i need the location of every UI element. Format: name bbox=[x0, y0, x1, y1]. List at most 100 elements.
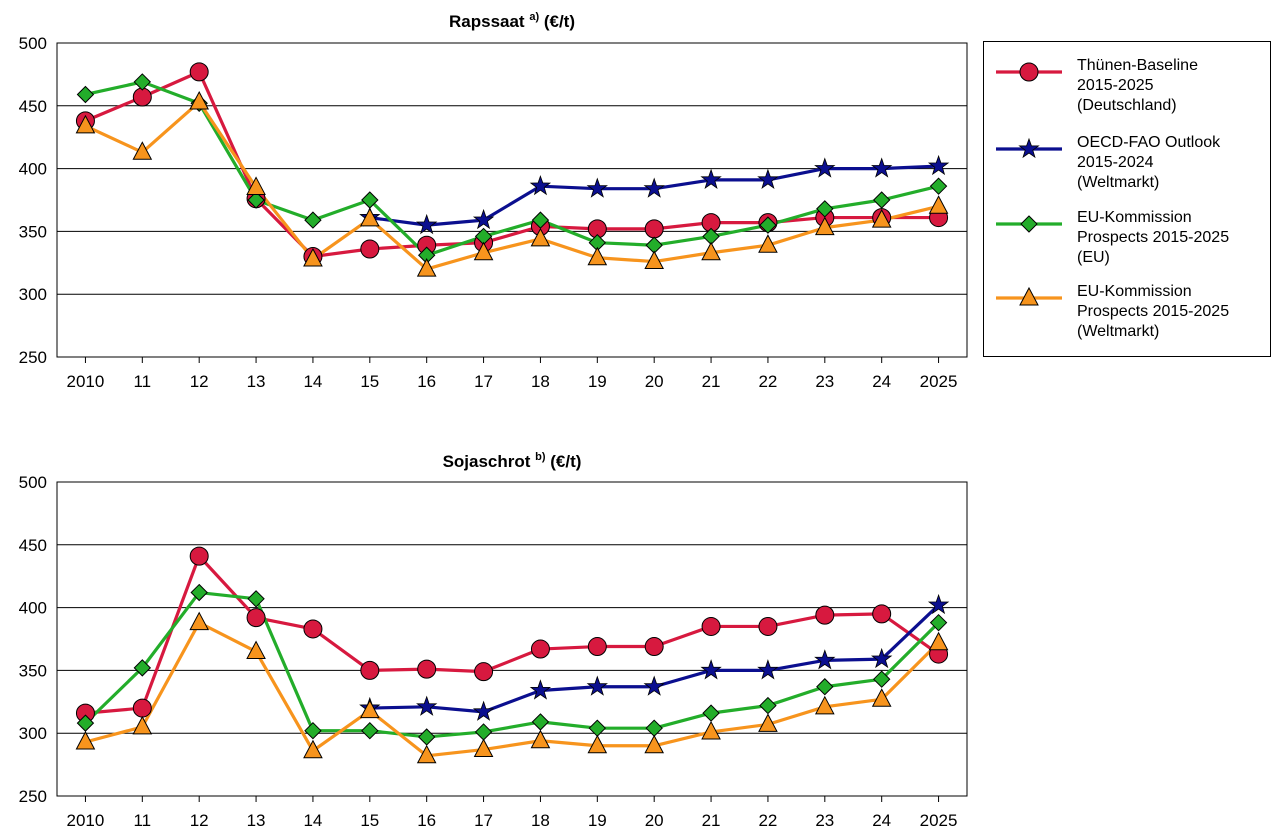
series-markers-4 bbox=[75, 90, 949, 277]
x-tick-label: 23 bbox=[815, 372, 834, 391]
data-point bbox=[588, 719, 607, 737]
data-point bbox=[759, 696, 777, 715]
x-tick-label: 22 bbox=[758, 811, 777, 830]
chart-title-sup: b) bbox=[535, 451, 546, 463]
series-1 bbox=[85, 554, 940, 715]
data-point bbox=[474, 723, 493, 741]
x-tick-label: 2010 bbox=[67, 811, 105, 830]
x-tick-label: 21 bbox=[702, 811, 721, 830]
data-point bbox=[132, 141, 153, 160]
series-markers-3 bbox=[76, 583, 948, 746]
x-tick-label: 12 bbox=[190, 372, 209, 391]
legend-marker bbox=[1019, 62, 1039, 82]
data-point bbox=[472, 700, 495, 721]
data-point bbox=[246, 640, 266, 660]
y-tick-label: 400 bbox=[19, 599, 47, 618]
data-point bbox=[702, 704, 720, 722]
data-point bbox=[76, 85, 95, 104]
legend-label: OECD-FAO Outlook 2015-2024 (Weltmarkt) bbox=[1077, 134, 1221, 191]
data-point bbox=[700, 168, 722, 189]
y-tick-label: 400 bbox=[19, 160, 47, 179]
series-4 bbox=[84, 100, 939, 271]
data-point bbox=[473, 241, 494, 261]
data-point bbox=[816, 678, 834, 696]
data-point bbox=[360, 239, 380, 259]
series-line bbox=[84, 100, 939, 271]
series-3 bbox=[84, 590, 940, 739]
data-point bbox=[586, 675, 608, 696]
x-tick-label: 19 bbox=[588, 372, 607, 391]
y-tick-label: 500 bbox=[19, 473, 47, 492]
x-tick-label: 24 bbox=[872, 811, 891, 830]
data-point bbox=[530, 639, 550, 659]
data-point bbox=[757, 659, 779, 680]
data-point bbox=[644, 734, 665, 754]
data-point bbox=[929, 177, 948, 195]
data-point bbox=[757, 168, 779, 189]
data-point bbox=[871, 209, 892, 228]
y-tick-label: 250 bbox=[19, 348, 47, 367]
legend-label: EU-Kommission Prospects 2015-2025 (EU) bbox=[1077, 209, 1230, 266]
chart-title-main: Rapssaat bbox=[449, 12, 529, 31]
data-point bbox=[247, 191, 265, 209]
data-point bbox=[474, 662, 494, 682]
data-point bbox=[133, 73, 152, 91]
data-point bbox=[814, 649, 836, 670]
data-point bbox=[644, 219, 664, 239]
chart-title-sup: a) bbox=[529, 11, 539, 23]
x-tick-label: 2025 bbox=[920, 372, 958, 391]
chart-title: Rapssaat a) (€/t) bbox=[449, 11, 575, 31]
data-point bbox=[587, 637, 607, 657]
series-4 bbox=[85, 621, 940, 758]
data-point bbox=[929, 613, 948, 632]
series-3 bbox=[85, 80, 939, 257]
x-tick-label: 12 bbox=[190, 811, 209, 830]
data-point bbox=[417, 659, 437, 679]
y-tick-label: 500 bbox=[19, 34, 47, 53]
x-tick-label: 21 bbox=[702, 372, 721, 391]
data-point bbox=[531, 713, 550, 731]
x-tick-label: 13 bbox=[247, 372, 266, 391]
x-tick-label: 20 bbox=[645, 372, 664, 391]
data-point bbox=[814, 157, 836, 178]
data-point bbox=[871, 157, 893, 178]
data-point bbox=[303, 619, 323, 639]
legend-label: Thünen-Baseline 2015-2025 (Deutschland) bbox=[1077, 57, 1198, 114]
data-point bbox=[758, 713, 778, 732]
data-point bbox=[416, 744, 437, 764]
x-tick-label: 16 bbox=[417, 372, 436, 391]
y-tick-label: 300 bbox=[19, 285, 47, 304]
y-tick-label: 450 bbox=[19, 97, 47, 116]
data-point bbox=[871, 688, 892, 707]
legend-swatch-triangle bbox=[996, 286, 1062, 306]
data-point bbox=[190, 583, 208, 602]
data-point bbox=[246, 176, 266, 195]
x-tick-label: 17 bbox=[474, 372, 493, 391]
data-point bbox=[416, 213, 438, 235]
data-point bbox=[359, 207, 380, 227]
legend-marker bbox=[1019, 286, 1039, 306]
data-point bbox=[872, 670, 891, 688]
data-point bbox=[871, 647, 893, 669]
x-tick-label: 15 bbox=[360, 811, 379, 830]
data-point bbox=[132, 715, 153, 735]
data-point bbox=[700, 659, 722, 680]
legend-swatch-circle bbox=[996, 62, 1062, 82]
data-point bbox=[246, 608, 266, 628]
data-point bbox=[758, 234, 778, 253]
x-tick-label: 16 bbox=[417, 811, 436, 830]
data-point bbox=[586, 177, 608, 198]
data-point bbox=[360, 660, 380, 680]
x-tick-label: 22 bbox=[758, 372, 777, 391]
x-tick-label: 19 bbox=[588, 811, 607, 830]
data-point bbox=[927, 154, 950, 176]
data-point bbox=[758, 616, 778, 636]
data-point bbox=[247, 590, 265, 608]
y-tick-label: 250 bbox=[19, 787, 47, 806]
data-point bbox=[928, 195, 949, 214]
data-point bbox=[303, 247, 323, 267]
data-point bbox=[644, 637, 664, 657]
data-point bbox=[529, 174, 552, 196]
x-tick-label: 14 bbox=[303, 372, 322, 391]
x-tick-label: 2025 bbox=[920, 811, 958, 830]
